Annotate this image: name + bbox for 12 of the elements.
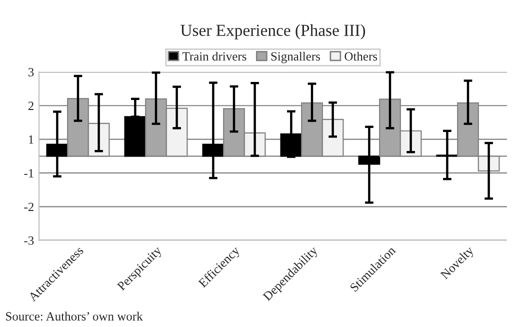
chart-title: User Experience (Phase III) [180, 24, 366, 40]
y-tick-label: 1 [28, 135, 34, 144]
y-tick-label: 2 [28, 102, 34, 110]
legend-label: Others [344, 52, 378, 61]
legend-label: Signallers [271, 52, 320, 64]
y-tick-label: -2 [24, 202, 34, 211]
source-note: Source: Authors’ own work [6, 312, 143, 321]
bar [124, 116, 146, 157]
y-tick-label: -3 [24, 236, 34, 245]
y-tick-label: 3 [28, 68, 34, 76]
legend-label: Train drivers [182, 52, 246, 61]
y-tick-label: -1 [24, 169, 34, 178]
